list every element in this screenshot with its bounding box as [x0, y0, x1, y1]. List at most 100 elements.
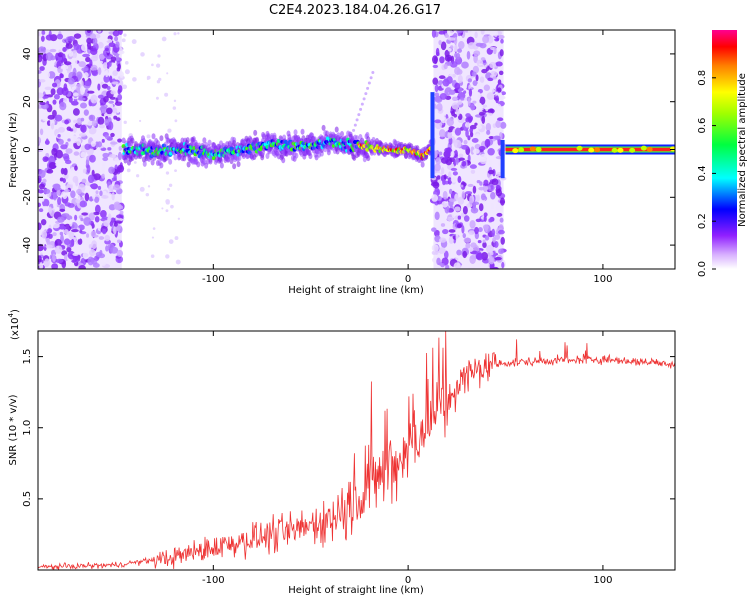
- noise-blob: [487, 147, 495, 156]
- noise-blob: [68, 50, 74, 57]
- noise-blob: [106, 85, 111, 91]
- noise-blob: [70, 135, 78, 144]
- snr-frame: [37, 330, 676, 571]
- noise-blob: [113, 222, 118, 227]
- noise-blob: [55, 162, 60, 167]
- noise-blob: [91, 70, 99, 77]
- noise-blob: [432, 64, 439, 69]
- noise-blob: [95, 190, 99, 195]
- noise-blob: [80, 151, 86, 158]
- signal-halo: [208, 158, 213, 165]
- spectrogram-x-tick-label: -100: [202, 274, 225, 285]
- noise-blob: [85, 181, 91, 186]
- noise-blob: [110, 56, 117, 62]
- haze-dot: [156, 80, 161, 84]
- noise-blob: [41, 30, 46, 35]
- noise-blob: [81, 178, 87, 184]
- noise-blob: [461, 225, 465, 234]
- noise-blob: [45, 52, 54, 61]
- noise-blob: [38, 243, 44, 252]
- noise-blob: [453, 149, 458, 158]
- noise-blob: [477, 63, 485, 69]
- noise-blob: [455, 255, 463, 261]
- haze-dot: [132, 77, 137, 82]
- noise-blob: [438, 39, 442, 46]
- noise-blob: [113, 115, 118, 120]
- noise-blob: [83, 72, 89, 78]
- haze-dot: [150, 254, 155, 258]
- noise-blob: [66, 246, 72, 253]
- noise-blob: [438, 30, 445, 35]
- haze-dot: [165, 254, 170, 259]
- haze-dot: [121, 218, 125, 221]
- signal-halo: [196, 161, 201, 168]
- noise-blob: [446, 76, 453, 84]
- noise-blob: [101, 138, 105, 143]
- noise-blob: [89, 33, 97, 39]
- noise-blob: [440, 262, 445, 268]
- noise-blob: [47, 114, 55, 120]
- steady-signal-blob: [611, 147, 618, 153]
- noise-blob: [438, 182, 444, 191]
- noise-blob: [497, 87, 502, 93]
- noise-blob: [431, 194, 439, 202]
- noise-blob: [87, 174, 95, 184]
- noise-blob: [88, 126, 97, 135]
- noise-blob: [52, 200, 58, 209]
- noise-blob: [39, 262, 44, 269]
- noise-blob: [97, 94, 104, 99]
- noise-blob: [42, 205, 50, 211]
- spectrogram-y-tick-label: 40: [22, 48, 33, 61]
- noise-blob: [487, 169, 495, 175]
- noise-blob: [480, 193, 486, 201]
- noise-blob: [447, 129, 453, 133]
- noise-blob: [60, 144, 68, 150]
- noise-blob: [62, 153, 70, 160]
- noise-blob: [500, 197, 505, 206]
- signal-halo: [265, 153, 270, 160]
- noise-blob: [117, 164, 125, 173]
- noise-blob: [91, 169, 95, 177]
- noise-blob: [438, 247, 446, 254]
- noise-blob: [472, 203, 477, 212]
- spectrogram-x-tick-label: 0: [405, 274, 411, 285]
- streak-dot: [369, 76, 373, 80]
- noise-blob: [51, 223, 60, 229]
- noise-blob: [472, 148, 480, 154]
- noise-blob: [472, 65, 480, 74]
- noise-blob: [90, 140, 96, 147]
- noise-blob: [64, 159, 72, 165]
- noise-blob: [477, 227, 483, 233]
- noise-blob: [63, 229, 69, 235]
- haze-dot: [155, 63, 161, 68]
- figure-title: C2E4.2023.184.04.26.G17: [269, 3, 441, 18]
- noise-blob: [492, 76, 497, 80]
- signal-halo: [420, 161, 425, 168]
- noise-blob: [489, 30, 494, 36]
- noise-blob: [105, 107, 113, 115]
- signal-halo: [163, 141, 168, 148]
- noise-blob: [97, 116, 105, 125]
- noise-blob: [444, 205, 450, 214]
- colorbar-tick-label: 0.8: [697, 70, 708, 86]
- noise-blob: [475, 42, 483, 47]
- noise-blob: [436, 102, 443, 112]
- noise-blob: [478, 186, 485, 191]
- noise-blob: [482, 241, 487, 249]
- noise-blob: [473, 54, 478, 64]
- noise-blob: [461, 191, 466, 200]
- noise-blob: [91, 119, 97, 127]
- noise-blob: [95, 109, 102, 116]
- noise-blob: [94, 216, 100, 223]
- noise-blob: [38, 92, 44, 99]
- streak-dot: [353, 123, 357, 127]
- noise-blob: [458, 41, 465, 50]
- noise-blob: [38, 202, 42, 208]
- noise-blob: [442, 190, 448, 200]
- haze-dot: [133, 161, 137, 164]
- noise-blob: [75, 234, 81, 240]
- noise-blob: [436, 200, 442, 205]
- noise-blob: [476, 91, 481, 101]
- noise-blob: [447, 37, 456, 41]
